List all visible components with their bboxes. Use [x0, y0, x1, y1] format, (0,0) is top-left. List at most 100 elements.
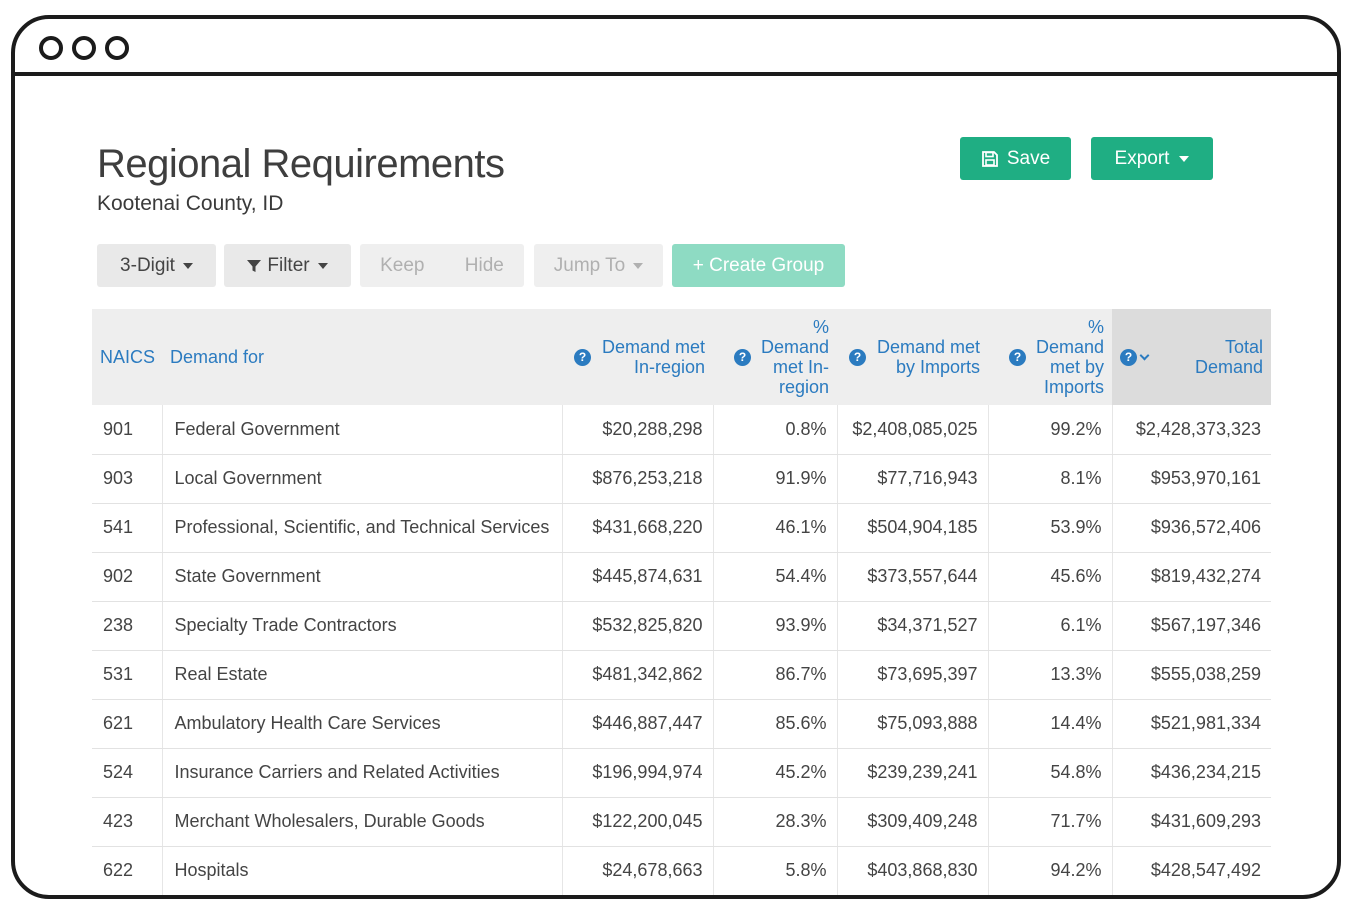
- pct-met-in-region-cell: 54.4%: [713, 552, 838, 602]
- column-header-pct-met-by-imports-label: % Demand met by Imports: [1035, 317, 1104, 397]
- met-by-imports-cell: $77,716,943: [837, 454, 989, 504]
- hide-button[interactable]: Hide: [464, 254, 504, 276]
- met-in-region-cell: $196,994,974: [562, 748, 714, 798]
- pct-met-in-region-cell: 85.6%: [713, 699, 838, 749]
- naics-cell: 524: [92, 748, 163, 798]
- window-control-dot-3[interactable]: [105, 36, 129, 60]
- naics-cell: 901: [92, 405, 163, 455]
- export-button-label: Export: [1114, 147, 1170, 169]
- column-header-met-in-region[interactable]: ? Demand met In-region: [562, 309, 713, 405]
- naics-cell: 531: [92, 650, 163, 700]
- column-header-met-in-region-label: Demand met In-region: [601, 337, 705, 377]
- pct-met-in-region-cell: 5.8%: [713, 846, 838, 895]
- save-button[interactable]: Save: [960, 137, 1071, 180]
- column-header-pct-met-in-region[interactable]: ? % Demand met In-region: [713, 309, 837, 405]
- naics-cell: 902: [92, 552, 163, 602]
- digit-level-dropdown[interactable]: 3-Digit: [97, 244, 216, 287]
- table-row[interactable]: 901 Federal Government $20,288,298 0.8% $2,4…: [92, 405, 1271, 455]
- pct-met-in-region-cell: 28.3%: [713, 797, 838, 847]
- column-header-met-by-imports[interactable]: ? Demand met by Imports: [837, 309, 988, 405]
- column-header-naics[interactable]: NAICS: [92, 309, 162, 405]
- demand-for-cell: Real Estate: [162, 650, 563, 700]
- create-group-button[interactable]: + Create Group: [672, 244, 845, 287]
- naics-cell: 903: [92, 454, 163, 504]
- question-circle-icon[interactable]: ?: [1009, 348, 1026, 366]
- export-button[interactable]: Export: [1091, 137, 1213, 180]
- funnel-icon: [247, 259, 262, 272]
- met-by-imports-cell: $75,093,888: [837, 699, 989, 749]
- column-header-met-by-imports-label: Demand met by Imports: [876, 337, 980, 377]
- keep-button[interactable]: Keep: [380, 254, 425, 276]
- met-by-imports-cell: $403,868,830: [837, 846, 989, 895]
- table-row[interactable]: 531 Real Estate $481,342,862 86.7% $73,695,3…: [92, 650, 1271, 700]
- naics-cell: 423: [92, 797, 163, 847]
- met-in-region-cell: $481,342,862: [562, 650, 714, 700]
- pct-met-in-region-cell: 0.8%: [713, 405, 838, 455]
- table-row[interactable]: 524 Insurance Carriers and Related Activi…: [92, 748, 1271, 798]
- met-by-imports-cell: $73,695,397: [837, 650, 989, 700]
- pct-met-in-region-cell: 86.7%: [713, 650, 838, 700]
- window-control-dot-1[interactable]: [39, 36, 63, 60]
- filter-button-label: Filter: [267, 254, 310, 276]
- table-row[interactable]: 902 State Government $445,874,631 54.4% $373…: [92, 552, 1271, 602]
- page-title: Regional Requirements: [97, 142, 505, 186]
- naics-cell: 541: [92, 503, 163, 553]
- caret-down-icon: [317, 262, 328, 269]
- table-body: 901 Federal Government $20,288,298 0.8% $2,4…: [92, 405, 1271, 895]
- question-circle-icon[interactable]: ?: [734, 348, 751, 366]
- pct-met-by-imports-cell: 6.1%: [988, 601, 1113, 651]
- met-in-region-cell: $122,200,045: [562, 797, 714, 847]
- create-group-label: + Create Group: [692, 254, 825, 276]
- met-in-region-cell: $431,668,220: [562, 503, 714, 553]
- window-titlebar: [15, 19, 1337, 76]
- total-demand-cell: $2,428,373,323: [1112, 405, 1271, 455]
- demand-for-cell: Local Government: [162, 454, 563, 504]
- column-header-pct-met-by-imports[interactable]: ? % Demand met by Imports: [988, 309, 1112, 405]
- table-header-row: NAICS Demand for ? Demand met In-region: [92, 309, 1271, 405]
- question-circle-icon[interactable]: ?: [1120, 348, 1137, 366]
- column-header-total-demand-label: Total Demand: [1194, 337, 1263, 377]
- requirements-table: NAICS Demand for ? Demand met In-region: [92, 309, 1271, 895]
- window-control-dot-2[interactable]: [72, 36, 96, 60]
- table-row[interactable]: 423 Merchant Wholesalers, Durable Goods $1…: [92, 797, 1271, 847]
- save-button-label: Save: [1006, 147, 1051, 169]
- met-by-imports-cell: $309,409,248: [837, 797, 989, 847]
- jump-to-dropdown[interactable]: Jump To: [534, 244, 663, 287]
- met-in-region-cell: $20,288,298: [562, 405, 714, 455]
- met-in-region-cell: $445,874,631: [562, 552, 714, 602]
- question-circle-icon[interactable]: ?: [849, 348, 866, 366]
- pct-met-by-imports-cell: 53.9%: [988, 503, 1113, 553]
- met-in-region-cell: $24,678,663: [562, 846, 714, 895]
- requirements-table-container: NAICS Demand for ? Demand met In-region: [92, 309, 1271, 895]
- filter-button[interactable]: Filter: [224, 244, 351, 287]
- total-demand-cell: $819,432,274: [1112, 552, 1271, 602]
- column-header-naics-label: NAICS: [100, 347, 156, 367]
- column-header-demand-for[interactable]: Demand for: [162, 309, 562, 405]
- column-header-pct-met-in-region-label: % Demand met In-region: [760, 317, 829, 397]
- total-demand-cell: $953,970,161: [1112, 454, 1271, 504]
- total-demand-cell: $428,547,492: [1112, 846, 1271, 895]
- question-circle-icon[interactable]: ?: [574, 348, 591, 366]
- caret-down-icon: [1179, 155, 1190, 162]
- total-demand-cell: $555,038,259: [1112, 650, 1271, 700]
- pct-met-by-imports-cell: 71.7%: [988, 797, 1113, 847]
- demand-for-cell: Ambulatory Health Care Services: [162, 699, 563, 749]
- total-demand-cell: $521,981,334: [1112, 699, 1271, 749]
- met-by-imports-cell: $34,371,527: [837, 601, 989, 651]
- caret-down-icon: [182, 262, 193, 269]
- met-by-imports-cell: $239,239,241: [837, 748, 989, 798]
- column-header-total-demand[interactable]: ? Total Demand: [1112, 309, 1271, 405]
- caret-down-icon: [633, 262, 644, 269]
- sort-chevron-down-icon[interactable]: [1139, 350, 1150, 360]
- table-row[interactable]: 238 Specialty Trade Contractors $532,825,8…: [92, 601, 1271, 651]
- naics-cell: 621: [92, 699, 163, 749]
- pct-met-by-imports-cell: 8.1%: [988, 454, 1113, 504]
- met-by-imports-cell: $2,408,085,025: [837, 405, 989, 455]
- table-row[interactable]: 621 Ambulatory Health Care Services $446,8…: [92, 699, 1271, 749]
- demand-for-cell: Professional, Scientific, and Technical …: [162, 503, 563, 553]
- demand-for-cell: Insurance Carriers and Related Activitie…: [162, 748, 563, 798]
- table-row[interactable]: 903 Local Government $876,253,218 91.9% $77,…: [92, 454, 1271, 504]
- met-by-imports-cell: $373,557,644: [837, 552, 989, 602]
- table-row[interactable]: 622 Hospitals $24,678,663 5.8% $403,868,830 9…: [92, 846, 1271, 895]
- table-row[interactable]: 541 Professional, Scientific, and Technic…: [92, 503, 1271, 553]
